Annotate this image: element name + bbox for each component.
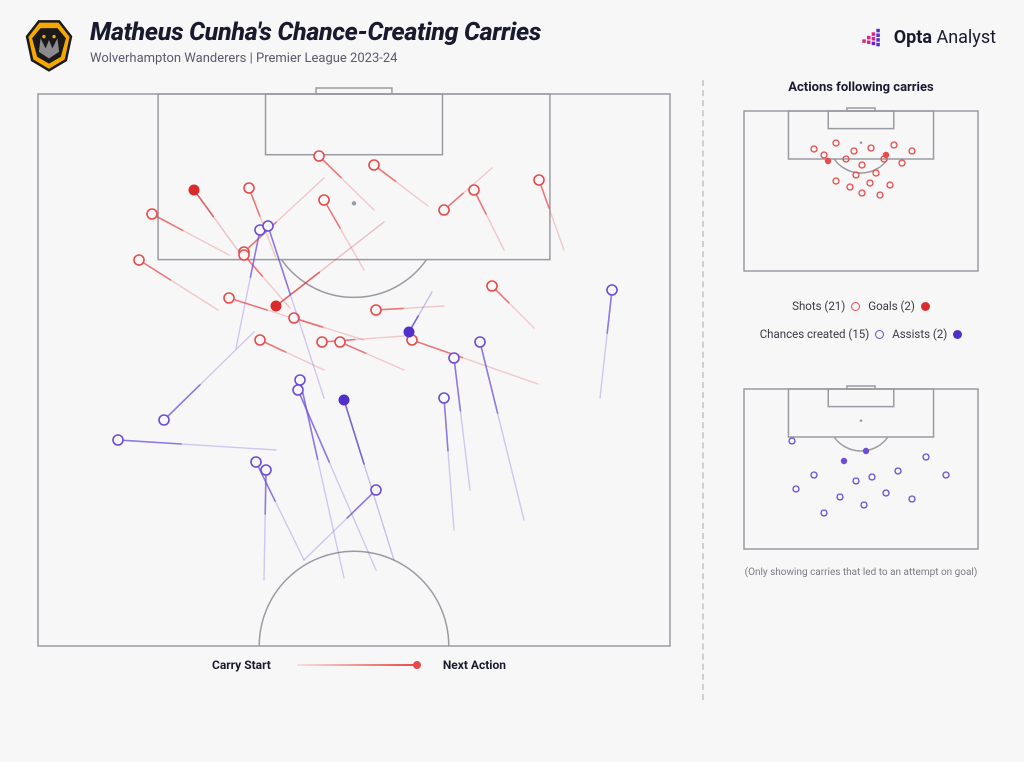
carry-start-label: Carry Start bbox=[212, 658, 271, 672]
mini-shots-pitch bbox=[736, 103, 986, 279]
carry-line-sample-icon bbox=[297, 664, 417, 666]
vertical-divider bbox=[702, 80, 704, 700]
brand-name-light: Analyst bbox=[936, 27, 996, 48]
mini-chances-pitch bbox=[736, 381, 986, 557]
legend-shots: Shots (21) bbox=[792, 299, 860, 313]
chart-subtitle: Wolverhampton Wanderers | Premier League… bbox=[90, 51, 541, 66]
mini-panels-title: Actions following carries bbox=[730, 80, 992, 95]
legend-chances: Chances created (15) bbox=[760, 327, 885, 341]
brand-name-bold: Opta bbox=[894, 27, 932, 48]
chart-title: Matheus Cunha's Chance-Creating Carries bbox=[90, 18, 541, 47]
brand-mark-icon bbox=[860, 23, 888, 51]
carry-end-label: Next Action bbox=[443, 658, 506, 672]
legend-goals: Goals (2) bbox=[868, 299, 930, 313]
carry-legend: Carry Start Next Action bbox=[24, 658, 694, 672]
legend: Shots (21) Goals (2) Chances created (15… bbox=[730, 289, 992, 381]
footnote: (Only showing carries that led to an att… bbox=[730, 567, 992, 578]
legend-assists: Assists (2) bbox=[892, 327, 962, 341]
main-carry-pitch bbox=[24, 80, 684, 660]
club-logo-icon bbox=[22, 18, 76, 72]
brand-logo: Opta Analyst bbox=[836, 18, 996, 56]
